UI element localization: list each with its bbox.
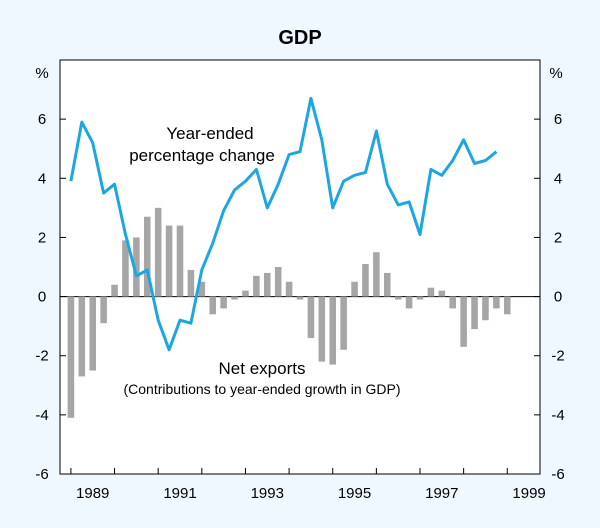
net-exports-bar: [362, 264, 369, 297]
y-tick-label-right: 0: [554, 289, 562, 306]
net-exports-bar: [384, 272, 391, 297]
y-tick-label-left: 2: [38, 229, 46, 246]
y-tick-label-right: -4: [551, 407, 564, 424]
net-exports-bar: [493, 296, 500, 309]
net-exports-bar: [144, 216, 151, 297]
x-tick-label: 1997: [425, 485, 458, 502]
net-exports-bar: [471, 296, 478, 330]
y-tick-label-left: 0: [38, 289, 46, 306]
net-exports-bar: [176, 225, 184, 297]
net-exports-bar: [460, 296, 467, 347]
net-exports-bar: [351, 281, 358, 297]
x-tick-label: 1991: [163, 485, 196, 502]
y-tick-label-right: -6: [551, 466, 564, 483]
line-series-label-2: percentage change: [129, 146, 275, 165]
net-exports-bar: [220, 296, 227, 309]
net-exports-bar: [198, 281, 206, 297]
y-axis-ticks: -6 -6 -4 -4 -2 -2 0 0 2 2 4 4 6 6: [35, 111, 564, 483]
net-exports-bar: [318, 296, 326, 362]
net-exports-bar: [209, 296, 216, 315]
x-tick-label: 1995: [338, 485, 371, 502]
net-exports-bar: [231, 296, 238, 300]
net-exports-bar: [504, 296, 511, 315]
x-axis-ticks: 1989 1991 1993 1995 1997 1999: [70, 468, 546, 502]
net-exports-bar: [373, 252, 380, 297]
bar-series-label: Net exports: [219, 359, 306, 378]
net-exports-bar: [405, 296, 413, 309]
net-exports-bar: [89, 296, 96, 371]
net-exports-bar: [296, 296, 304, 300]
net-exports-bars: [67, 207, 511, 418]
chart-title: GDP: [278, 27, 321, 49]
net-exports-bar: [427, 287, 435, 297]
y-unit-left: %: [35, 65, 48, 82]
net-exports-bar: [78, 296, 86, 377]
x-tick-label: 1999: [512, 485, 545, 502]
net-exports-bar: [253, 275, 260, 297]
net-exports-bar: [416, 296, 424, 300]
net-exports-bar: [122, 240, 129, 297]
y-tick-label-left: -4: [35, 407, 48, 424]
net-exports-bar: [329, 296, 336, 365]
net-exports-bar: [307, 296, 315, 338]
net-exports-bar: [154, 207, 162, 297]
y-tick-label-left: -6: [35, 466, 48, 483]
net-exports-bar: [340, 296, 347, 350]
net-exports-bar: [394, 296, 402, 300]
y-tick-label-right: 2: [554, 229, 562, 246]
x-tick-label: 1993: [251, 485, 284, 502]
y-tick-label-left: -2: [35, 348, 48, 365]
net-exports-bar: [285, 281, 293, 297]
y-unit-right: %: [549, 65, 562, 82]
net-exports-bar: [67, 296, 75, 418]
net-exports-bar: [111, 284, 118, 297]
net-exports-bar: [438, 290, 446, 297]
net-exports-bar: [100, 296, 107, 324]
net-exports-bar: [133, 237, 140, 297]
net-exports-bar: [165, 225, 173, 297]
net-exports-bar: [187, 269, 195, 297]
y-tick-label-right: -2: [551, 348, 564, 365]
net-exports-bar: [274, 267, 282, 297]
x-tick-label: 1989: [76, 485, 109, 502]
net-exports-bar: [482, 296, 489, 321]
y-tick-label-right: 4: [554, 170, 562, 187]
net-exports-bar: [242, 290, 249, 297]
y-tick-label-left: 6: [38, 111, 46, 128]
net-exports-bar: [264, 272, 271, 297]
year-ended-gdp-line: [69, 96, 498, 352]
line-series-label: Year-ended: [166, 124, 253, 143]
y-tick-label-left: 4: [38, 170, 46, 187]
bar-series-sublabel: (Contributions to year-ended growth in G…: [123, 381, 400, 397]
y-tick-label-right: 6: [554, 111, 562, 128]
plot-area: [59, 59, 541, 475]
net-exports-bar: [449, 296, 456, 309]
